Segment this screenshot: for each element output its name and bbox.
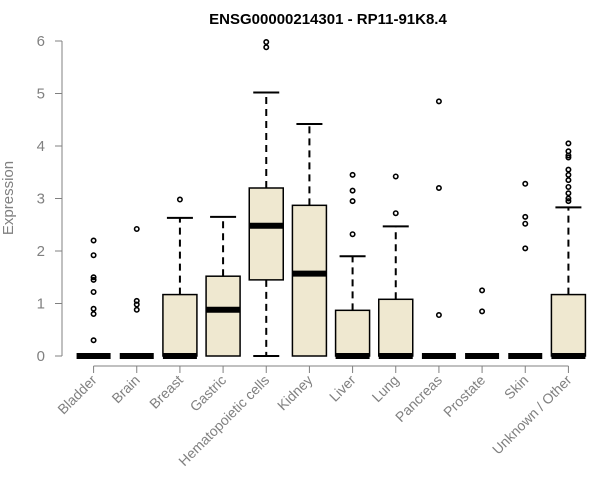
outlier-point [565,190,572,197]
outlier-point [133,306,140,313]
x-tick-label: Prostate [440,372,488,420]
x-tick-label: Pancreas [392,372,445,425]
chart-title: ENSG00000214301 - RP11-91K8.4 [209,11,447,28]
outlier-point [522,245,529,252]
box-skin [508,180,543,359]
x-tick-label: Unknown / Other [489,372,575,458]
box-iqr [334,309,371,357]
outlier-point [90,237,97,244]
outlier-point [479,287,486,294]
box-bladder [76,237,111,359]
box-gastric [205,215,241,357]
outlier-point [392,210,399,217]
outlier-point [90,337,97,344]
outlier-point [349,171,356,178]
outlier-point [565,171,572,178]
x-tick-label: Bladder [54,372,100,418]
outlier-point [133,225,140,232]
x-tick-label: Skin [501,372,532,403]
box-prostate [465,287,500,359]
outlier-point [565,152,572,159]
outlier-point [522,220,529,227]
x-tick-label: Gastric [187,372,230,415]
y-tick-label: 5 [37,86,45,103]
outlier-point [349,231,356,238]
y-tick-label: 4 [37,138,45,155]
outlier-point [435,185,442,192]
y-tick-label: 6 [37,33,45,50]
y-axis: 0 1 2 3 4 5 6 [37,33,63,365]
box-iqr [291,204,328,357]
outlier-point [435,312,442,319]
box-iqr [248,187,284,281]
box-iqr [162,293,198,357]
outlier-point [435,98,442,105]
outlier-point [565,198,572,205]
outlier-point [565,166,572,173]
outlier-point [565,154,572,161]
outlier-point [263,44,270,51]
y-tick-label: 3 [37,191,45,208]
outlier-point [392,173,399,180]
outlier-point [90,276,97,283]
box-iqr [378,298,414,357]
outlier-point [565,177,572,184]
box-liver [334,171,371,359]
outlier-point [565,183,572,190]
box-pancreas [421,98,456,359]
x-tick-label: Kidney [274,372,316,414]
box-hematopoietic-cells [248,39,284,357]
outlier-point [90,288,97,295]
box-kidney [291,122,328,357]
x-tick-label: Breast [146,372,186,412]
outlier-point [90,252,97,259]
outlier-point [133,301,140,308]
outlier-point [90,310,97,317]
outlier-point [565,140,572,147]
outlier-point [522,180,529,187]
outlier-point [90,305,97,312]
box-iqr [205,275,241,357]
y-tick-label: 0 [37,348,45,365]
outlier-point [565,195,572,202]
outlier-point [263,39,270,46]
box-series [76,39,587,359]
y-tick-label: 1 [37,296,45,313]
outlier-point [479,308,486,315]
outlier-point [176,196,183,203]
box-brain [119,225,154,359]
box-breast [162,196,198,359]
outlier-point [349,198,356,205]
box-iqr [550,293,587,357]
y-tick-label: 2 [37,243,45,260]
box-unknown-other [550,140,587,359]
y-axis-label: Expression [0,161,17,235]
outlier-point [522,213,529,220]
outlier-point [349,187,356,194]
x-tick-label: Brain [108,372,142,406]
outlier-point [90,274,97,281]
x-tick-label: Lung [369,372,402,405]
x-tick-label: Liver [326,372,359,405]
box-lung [378,173,414,359]
